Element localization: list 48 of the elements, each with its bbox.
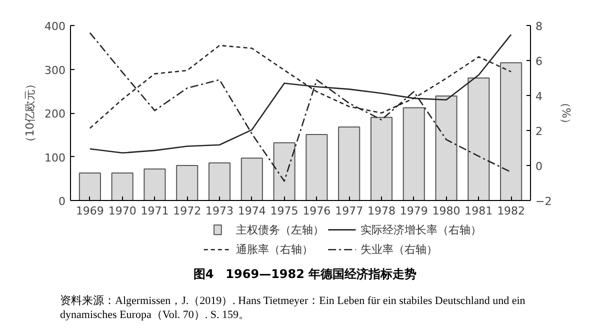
y-axis-title: （10亿欧元）	[24, 78, 37, 148]
x-tick-label: 1975	[270, 204, 298, 218]
bar	[435, 95, 458, 200]
bar	[208, 162, 231, 200]
legend-label: 失业率（右轴）	[360, 243, 438, 256]
y2-tick-label: 0	[536, 160, 542, 173]
bar	[144, 168, 166, 200]
bar	[370, 116, 393, 200]
legend-label: 通胀率（右轴）	[236, 243, 314, 256]
y2-tick-label: 2	[536, 125, 542, 138]
x-tick-label: 1969	[76, 204, 104, 218]
y-tick-label: 100	[44, 151, 66, 164]
x-tick-label: 1980	[432, 204, 460, 218]
y2-tick-label: 4	[536, 90, 542, 103]
y-tick-label: 400	[44, 20, 66, 33]
y2-tick-label: 6	[536, 55, 542, 68]
y-tick-label: 0	[58, 195, 66, 208]
bar	[111, 172, 134, 200]
x-tick-label: 1974	[238, 204, 266, 218]
bar	[402, 107, 425, 200]
bar	[338, 126, 360, 200]
bar	[500, 62, 522, 200]
bar	[176, 165, 198, 200]
legend-label: 实际经济增长率（右轴）	[360, 223, 482, 236]
y-tick-label: 200	[44, 108, 66, 120]
x-tick-label: 1982	[497, 204, 526, 218]
bar	[468, 78, 490, 200]
y2-tick-label: −2	[536, 195, 552, 208]
x-tick-label: 1972	[173, 204, 202, 218]
text: 资料来源：Algermissen，J.（2019）. Hans Tietmeyer：Ein Leben für ein stabiles Deutschland und ein dynamisches Europa（Vol. 70）. S. 159。	[60, 294, 526, 322]
x-tick-label: 1977	[335, 204, 364, 218]
x-tick-label: 1973	[206, 204, 234, 218]
y-tick-label: 300	[44, 64, 66, 77]
legend-label: 主权债务（左轴）	[236, 223, 324, 236]
line-series	[89, 32, 512, 182]
bar	[78, 172, 101, 200]
x-tick-label: 1970	[108, 204, 136, 218]
bar	[240, 158, 263, 200]
bar	[273, 142, 296, 200]
text: 图4 1969—1982 年德国经济指标走势	[193, 266, 417, 283]
bar	[306, 134, 328, 200]
y2-axis-title: （%）	[560, 96, 573, 130]
x-tick-label: 1971	[140, 204, 169, 218]
y2-tick-label: 8	[536, 20, 542, 33]
x-tick-label: 1976	[302, 204, 331, 218]
x-tick-label: 1981	[464, 204, 493, 218]
x-tick-label: 1978	[367, 204, 396, 218]
x-tick-label: 1979	[400, 204, 428, 218]
